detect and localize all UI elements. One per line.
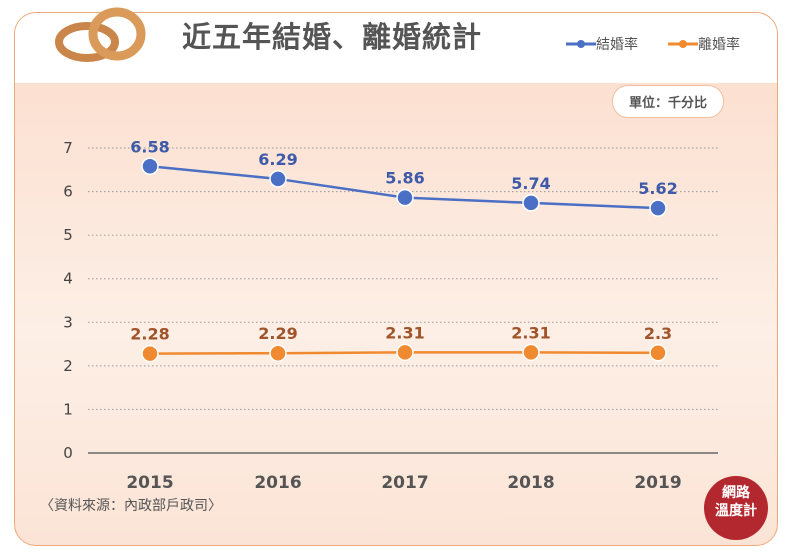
data-label: 5.86 xyxy=(385,169,424,188)
data-label: 2.28 xyxy=(130,325,169,344)
logo-text-2: 溫度計 xyxy=(715,503,757,519)
y-tick-label: 4 xyxy=(63,270,73,288)
legend-marriage-marker-icon xyxy=(566,40,596,48)
wedding-rings-image xyxy=(55,7,146,62)
data-point xyxy=(269,170,287,188)
x-tick-label: 2017 xyxy=(381,473,428,493)
chart-title: 近五年結婚、離婚統計 xyxy=(182,20,483,54)
legend-marriage: 結婚率 xyxy=(566,34,638,54)
data-label: 6.29 xyxy=(258,150,297,169)
x-tick-label: 2015 xyxy=(126,473,173,493)
y-tick-label: 3 xyxy=(63,313,73,331)
y-tick-label: 0 xyxy=(63,444,73,462)
data-point xyxy=(649,199,667,217)
data-point xyxy=(522,194,540,212)
source-note: 〈資料來源：內政部戶政司〉 xyxy=(40,498,222,514)
data-point xyxy=(522,343,540,362)
y-tick-label: 2 xyxy=(63,357,73,375)
x-tick-label: 2019 xyxy=(634,473,681,493)
legend-divorce: 離婚率 xyxy=(668,34,740,54)
y-tick-label: 5 xyxy=(63,226,73,244)
unit-badge: 單位：千分比 xyxy=(612,85,725,118)
legend-divorce-marker-icon xyxy=(668,40,698,48)
legend-marriage-label: 結婚率 xyxy=(596,37,638,53)
data-label: 2.29 xyxy=(258,324,297,343)
data-label: 5.62 xyxy=(638,179,677,198)
brand-logo: 網路 溫度計 xyxy=(704,476,768,540)
data-point xyxy=(649,344,667,362)
data-label: 5.74 xyxy=(511,174,550,193)
y-tick-label: 7 xyxy=(63,139,73,157)
data-point xyxy=(396,188,414,207)
data-label: 2.31 xyxy=(511,323,550,342)
data-label: 2.31 xyxy=(385,323,424,342)
data-point xyxy=(141,344,159,363)
data-point xyxy=(141,157,159,176)
data-label: 6.58 xyxy=(130,137,169,156)
data-point xyxy=(396,343,414,362)
logo-text-1: 網路 xyxy=(722,485,750,501)
y-tick-label: 6 xyxy=(63,183,73,201)
legend-divorce-label: 離婚率 xyxy=(698,37,740,53)
x-tick-label: 2018 xyxy=(507,473,554,493)
data-point xyxy=(269,344,287,362)
x-tick-label: 2016 xyxy=(254,473,301,493)
data-label: 2.3 xyxy=(644,324,672,343)
y-tick-label: 1 xyxy=(63,400,73,418)
